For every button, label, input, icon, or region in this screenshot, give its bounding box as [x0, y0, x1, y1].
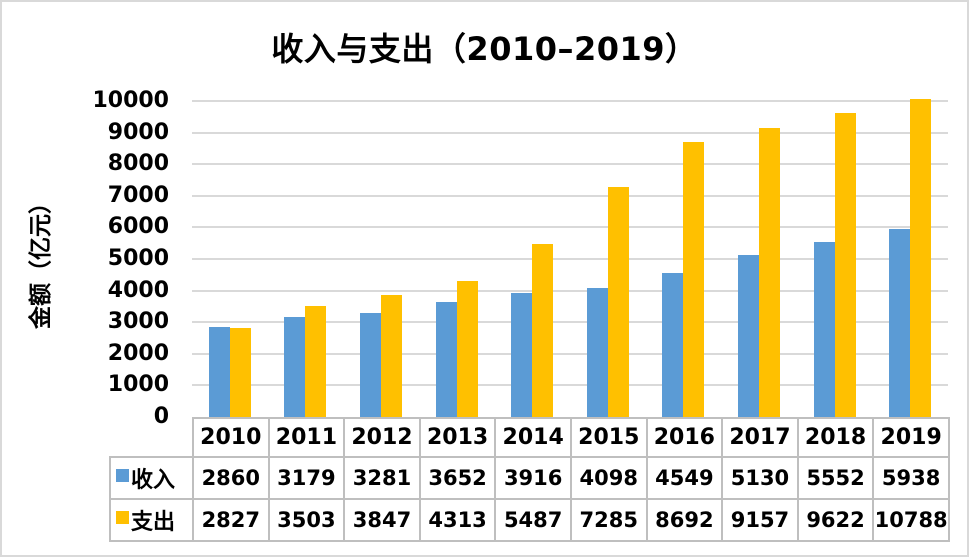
cell-expense-2018: 9622	[796, 498, 875, 542]
x-axis-label-2018: 2018	[796, 417, 875, 458]
cell-expense-2013: 4313	[418, 498, 497, 542]
bar-group-2012	[343, 99, 419, 417]
cell-expense-2014: 5487	[494, 498, 572, 542]
bar-series-area	[192, 99, 948, 417]
bar-expense-2018	[834, 112, 856, 417]
x-axis-label-2017: 2017	[721, 417, 799, 458]
bar-expense-2013	[456, 280, 478, 417]
data-table: 2010 2011 2012 2013 2014 2015 2016 2017 2018 2019…	[109, 417, 950, 542]
chart-title: 收入与支出（2010–2019）	[271, 30, 698, 68]
bar-group-2015	[570, 99, 646, 417]
gridline	[192, 226, 948, 229]
bar-expense-2012	[380, 295, 402, 417]
cell-income-2019: 5938	[872, 456, 950, 500]
bar-group-2016	[646, 99, 722, 417]
x-axis-label-2012: 2012	[343, 417, 421, 458]
table-row-expense: 支出 2827 3503 3847 4313 5487 7285 8692 9157 9622 10…	[109, 498, 950, 542]
bar-group-2019	[872, 99, 948, 417]
bar-expense-2014	[532, 243, 554, 417]
legend-cell-expense: 支出	[109, 498, 194, 542]
cell-expense-2017: 9157	[721, 498, 799, 542]
cell-income-2013: 3652	[418, 456, 497, 500]
bar-income-2019	[889, 229, 911, 417]
y-axis-tick-labels: 10000 9000 8000 7000 6000 5000 4000 3000 2000 100…	[2, 2, 169, 442]
bar-income-2014	[511, 293, 533, 417]
cell-income-2016: 4549	[645, 456, 724, 500]
bar-group-2013	[419, 99, 495, 417]
y-tick-label: 10000	[92, 88, 169, 113]
x-axis-label-2010: 2010	[192, 417, 270, 458]
gridline	[192, 194, 948, 197]
gridline	[192, 321, 948, 324]
cell-income-2015: 4098	[569, 456, 648, 500]
bar-expense-2011	[305, 306, 327, 417]
legend-swatch-income	[116, 468, 129, 482]
x-axis-label-2015: 2015	[569, 417, 648, 458]
cell-income-2010: 2860	[192, 456, 270, 500]
cell-income-2012: 3281	[343, 456, 421, 500]
legend-cell-income: 收入	[109, 456, 194, 500]
y-tick-label: 2000	[107, 340, 169, 366]
bar-expense-2019	[910, 99, 932, 417]
bar-income-2015	[586, 287, 608, 417]
cell-income-2014: 3916	[494, 456, 572, 500]
cell-expense-2015: 7285	[569, 498, 648, 542]
bar-income-2013	[435, 301, 457, 417]
table-corner-cell	[110, 418, 193, 457]
bar-group-2017	[721, 99, 797, 417]
bar-income-2011	[284, 316, 306, 417]
cell-expense-2016: 8692	[645, 498, 724, 542]
y-tick-label: 4000	[107, 277, 169, 303]
x-axis-label-2019: 2019	[872, 417, 950, 458]
y-tick-label: 0	[153, 404, 169, 429]
bar-expense-2015	[607, 186, 629, 417]
cell-income-2018: 5552	[796, 456, 875, 500]
plot-area	[192, 99, 948, 417]
x-axis-label-2013: 2013	[418, 417, 497, 458]
gridline	[192, 100, 948, 102]
y-tick-label: 5000	[107, 246, 169, 271]
y-tick-label: 8000	[107, 151, 169, 177]
y-tick-label: 9000	[107, 119, 169, 145]
table-row-years: 2010 2011 2012 2013 2014 2015 2016 2017 2018 2019	[110, 417, 950, 458]
bar-group-2018	[797, 99, 873, 417]
cell-expense-2019: 10788	[872, 498, 950, 542]
bar-income-2017	[737, 254, 759, 417]
gridline	[192, 352, 948, 355]
legend-swatch-expense	[116, 510, 129, 524]
bar-expense-2017	[758, 127, 780, 417]
y-tick-label: 1000	[107, 372, 169, 398]
bar-expense-2016	[683, 142, 705, 417]
bar-income-2010	[208, 326, 230, 417]
gridline	[192, 384, 948, 387]
x-axis-label-2016: 2016	[645, 417, 724, 458]
cell-income-2017: 5130	[721, 456, 799, 500]
gridline	[192, 258, 948, 260]
gridline	[192, 289, 948, 292]
y-tick-label: 7000	[107, 182, 169, 208]
cell-expense-2010: 2827	[192, 498, 270, 542]
gridline	[192, 131, 948, 134]
cell-income-2011: 3179	[267, 456, 346, 500]
legend-label-income: 收入	[131, 468, 176, 493]
bar-income-2016	[662, 273, 684, 417]
bar-income-2012	[359, 313, 381, 417]
x-axis-label-2014: 2014	[494, 417, 572, 458]
bar-group-2010	[192, 99, 268, 417]
bar-income-2018	[813, 241, 835, 417]
cell-expense-2011: 3503	[267, 498, 346, 542]
bar-expense-2010	[229, 327, 251, 417]
bar-group-2014	[494, 99, 570, 417]
x-axis-label-2011: 2011	[267, 417, 346, 458]
y-tick-label: 3000	[107, 309, 169, 335]
gridline	[192, 163, 948, 166]
cell-expense-2012: 3847	[343, 498, 421, 542]
bar-group-2011	[268, 99, 344, 417]
table-row-income: 收入 2860 3179 3281 3652 3916 4098 4549 5130 5552 59…	[109, 456, 950, 500]
y-tick-label: 6000	[107, 214, 169, 240]
legend-label-expense: 支出	[131, 510, 176, 535]
